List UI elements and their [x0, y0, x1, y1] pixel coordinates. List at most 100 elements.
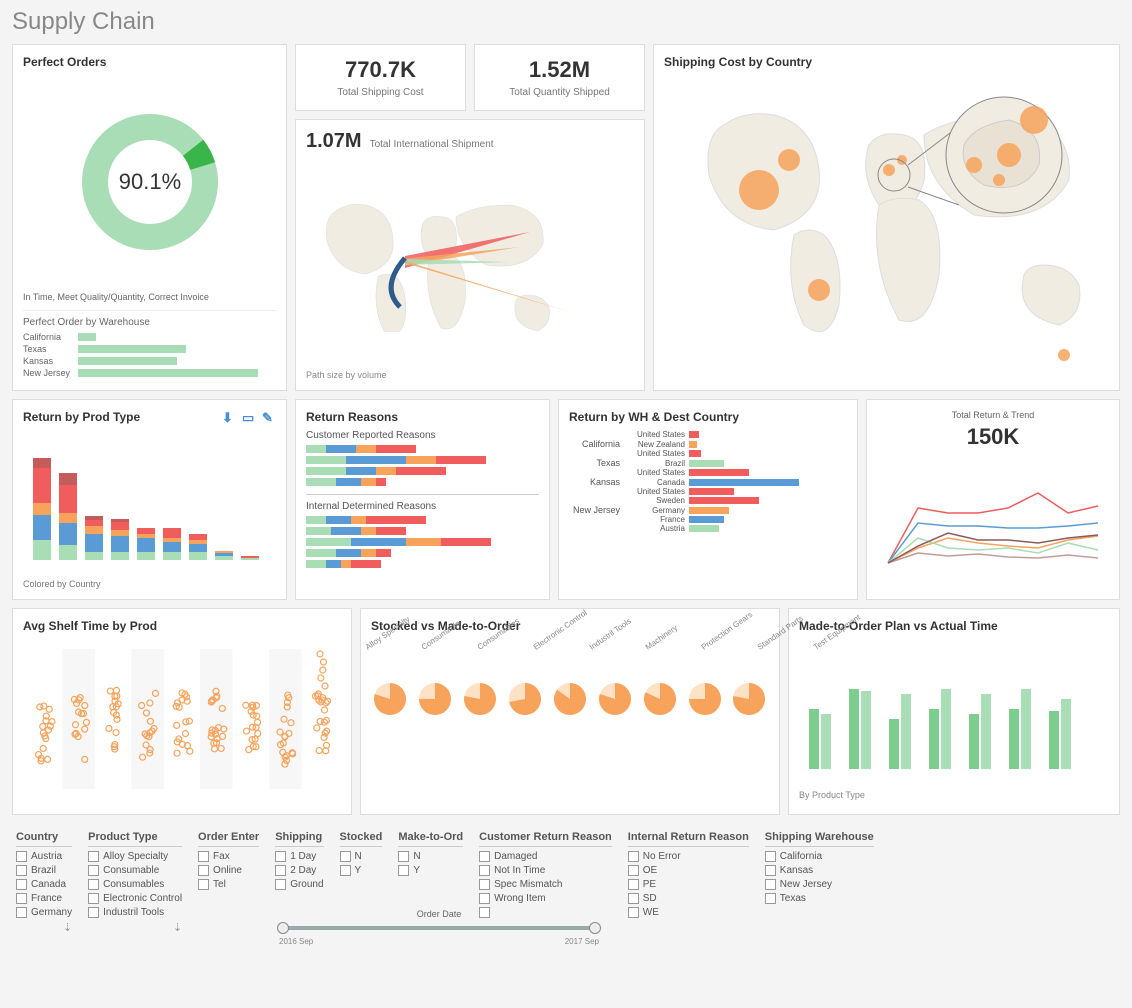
filter-item-label: Electronic Control	[103, 893, 182, 904]
filter-item[interactable]: Alloy Specialty	[88, 851, 182, 862]
checkbox-icon[interactable]	[479, 879, 490, 890]
scroll-down-icon[interactable]: ⇣	[63, 921, 72, 934]
filter-item[interactable]: PE	[628, 879, 749, 890]
checkbox-icon[interactable]	[628, 865, 639, 876]
dest-label: France	[624, 515, 689, 524]
order-date-slider[interactable]: Order Date 2016 Sep2017 Sep	[279, 909, 599, 946]
checkbox-icon[interactable]	[88, 907, 99, 918]
slider-knob-end[interactable]	[589, 922, 601, 934]
scroll-down-icon[interactable]: ⇣	[173, 921, 182, 934]
shipping-by-country-title: Shipping Cost by Country	[664, 55, 1109, 69]
checkbox-icon[interactable]	[88, 879, 99, 890]
checkbox-icon[interactable]	[16, 865, 27, 876]
filter-item[interactable]: Brazil	[16, 865, 72, 876]
reason-seg	[406, 538, 441, 546]
slider-knob-start[interactable]	[277, 922, 289, 934]
filter-item[interactable]: New Jersey	[765, 879, 874, 890]
filter-item[interactable]: Fax	[198, 851, 259, 862]
checkbox-icon[interactable]	[765, 865, 776, 876]
checkbox-icon[interactable]	[765, 879, 776, 890]
checkbox-icon[interactable]	[340, 865, 351, 876]
wh-dest-row: United States	[569, 468, 847, 477]
checkbox-icon[interactable]	[88, 851, 99, 862]
checkbox-icon[interactable]	[275, 879, 286, 890]
slider-track[interactable]	[279, 921, 599, 935]
checkbox-icon[interactable]	[88, 865, 99, 876]
filter-item-label: No Error	[643, 851, 681, 862]
edit-icon[interactable]: ✎	[262, 410, 276, 424]
checkbox-icon[interactable]	[16, 893, 27, 904]
filter-title: Country	[16, 831, 72, 847]
po-wh-bar	[78, 345, 186, 353]
trend-value: 150K	[877, 424, 1109, 450]
filter-item[interactable]: SD	[628, 893, 749, 904]
filter-item[interactable]: Spec Mismatch	[479, 879, 612, 890]
dest-label: United States	[624, 449, 689, 458]
filter-item[interactable]: Electronic Control	[88, 893, 182, 904]
reason-seg	[376, 467, 396, 475]
checkbox-icon[interactable]	[16, 907, 27, 918]
checkbox-icon[interactable]	[88, 893, 99, 904]
checkbox-icon[interactable]	[479, 865, 490, 876]
filter-item-label: Consumable	[103, 865, 159, 876]
checkbox-icon[interactable]	[398, 851, 409, 862]
filter-item[interactable]: Not In Time	[479, 865, 612, 876]
filter-item[interactable]: Kansas	[765, 865, 874, 876]
checkbox-icon[interactable]	[765, 851, 776, 862]
filter-item[interactable]: Austria	[16, 851, 72, 862]
filter-item[interactable]: Wrong Item	[479, 893, 612, 904]
customer-reasons-title: Customer Reported Reasons	[306, 430, 539, 441]
filter-item-label: Alloy Specialty	[103, 851, 168, 862]
shelf-time-title: Avg Shelf Time by Prod	[23, 619, 341, 633]
checkbox-icon[interactable]	[16, 879, 27, 890]
checkbox-icon[interactable]	[16, 851, 27, 862]
filter-item[interactable]: Damaged	[479, 851, 612, 862]
filter-item[interactable]: WE	[628, 907, 749, 918]
checkbox-icon[interactable]	[398, 865, 409, 876]
filter-item[interactable]: Consumable	[88, 865, 182, 876]
checkbox-icon[interactable]	[340, 851, 351, 862]
checkbox-icon[interactable]	[628, 879, 639, 890]
filter-item[interactable]: Canada	[16, 879, 72, 890]
filter-item[interactable]: N	[398, 851, 463, 862]
filter-item[interactable]: No Error	[628, 851, 749, 862]
checkbox-icon[interactable]	[479, 851, 490, 862]
filter-item-label: Kansas	[780, 865, 813, 876]
checkbox-icon[interactable]	[628, 851, 639, 862]
svg-text:90.1%: 90.1%	[118, 169, 180, 194]
reason-seg	[336, 549, 361, 557]
pie-col	[417, 681, 453, 717]
checkbox-icon[interactable]	[198, 851, 209, 862]
export-icon[interactable]: ⬇	[222, 410, 236, 424]
filter-item[interactable]: California	[765, 851, 874, 862]
filter-item[interactable]: 1 Day	[275, 851, 323, 862]
checkbox-icon[interactable]	[628, 907, 639, 918]
wh-dest-row: TexasBrazil	[569, 458, 847, 468]
filter-title: Order Enter	[198, 831, 259, 847]
checkbox-icon[interactable]	[479, 893, 490, 904]
return-by-prod-card: Return by Prod Type ⬇▭✎ Colored by Count…	[12, 399, 287, 600]
filter-item[interactable]: OE	[628, 865, 749, 876]
checkbox-icon[interactable]	[275, 851, 286, 862]
filter-item[interactable]: 2 Day	[275, 865, 323, 876]
wh-dest-row: United States	[569, 487, 847, 496]
filter-item[interactable]: Y	[340, 865, 383, 876]
checkbox-icon[interactable]	[198, 879, 209, 890]
checkbox-icon[interactable]	[275, 865, 286, 876]
filter-item[interactable]: Ground	[275, 879, 323, 890]
checkbox-icon[interactable]	[198, 865, 209, 876]
reason-seg	[361, 549, 376, 557]
checkbox-icon[interactable]	[765, 893, 776, 904]
filter-item[interactable]: Y	[398, 865, 463, 876]
filter-item[interactable]: France	[16, 893, 72, 904]
filter-item[interactable]: Industril Tools	[88, 907, 182, 918]
filter-item[interactable]: Consumables	[88, 879, 182, 890]
filter-item[interactable]: N	[340, 851, 383, 862]
plan-chart	[799, 639, 1089, 779]
filter-item[interactable]: Tel	[198, 879, 259, 890]
filter-item[interactable]: Texas	[765, 893, 874, 904]
checkbox-icon[interactable]	[628, 893, 639, 904]
filter-item[interactable]: Online	[198, 865, 259, 876]
filter-item[interactable]: Germany	[16, 907, 72, 918]
switch-icon[interactable]: ▭	[242, 410, 256, 424]
